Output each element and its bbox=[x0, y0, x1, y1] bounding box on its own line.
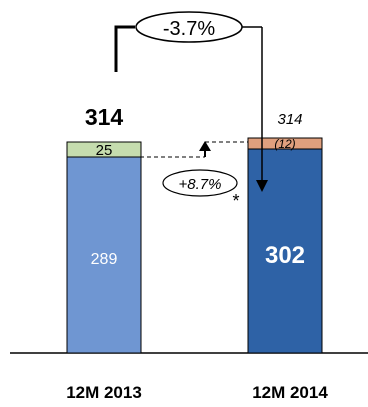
footnote-asterisk: * bbox=[232, 191, 239, 211]
bar-2013-base-segment bbox=[66, 156, 142, 354]
category-label-2014: 12M 2014 bbox=[252, 383, 328, 402]
increase-annotation-oval bbox=[162, 169, 238, 197]
increase-arrowhead-up bbox=[199, 141, 211, 151]
bar-2014-top-segment bbox=[247, 137, 323, 150]
bar-2013-base-label: 289 bbox=[91, 251, 118, 268]
change-annotation-label: -3.7% bbox=[163, 18, 215, 40]
bar-2014-base-label: 302 bbox=[265, 242, 305, 269]
bar-2013-top-segment bbox=[66, 141, 142, 158]
change-arrowhead-down bbox=[256, 180, 268, 192]
increase-annotation-label: +8.7% bbox=[179, 176, 222, 193]
bar-2013-total-label: 314 bbox=[85, 104, 124, 130]
bar-2014-top-label: (12) bbox=[274, 137, 295, 151]
change-bracket-connector bbox=[114, 25, 135, 72]
bar-2013-top-label: 25 bbox=[96, 142, 113, 159]
change-annotation-oval bbox=[135, 11, 243, 43]
bar-2014-total-label: 314 bbox=[277, 111, 302, 128]
category-label-2013: 12M 2013 bbox=[66, 383, 142, 402]
